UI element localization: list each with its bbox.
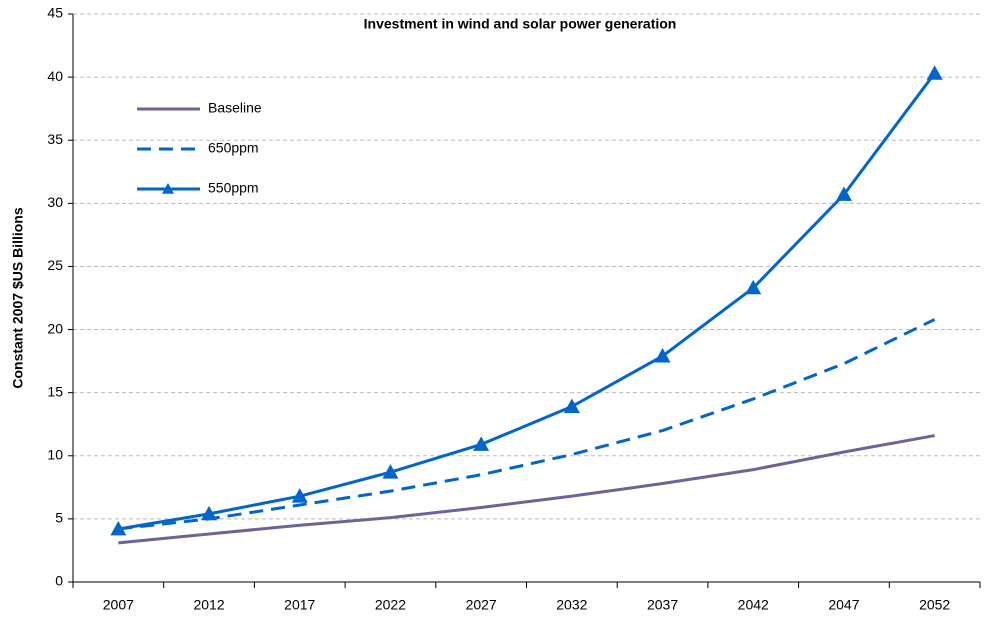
series-line (118, 318, 936, 531)
y-tick-label: 25 (47, 257, 63, 273)
marker (382, 464, 399, 479)
y-tick-label: 20 (47, 320, 63, 336)
marker (835, 186, 852, 201)
x-tick-label: 2012 (193, 597, 224, 613)
legend-label: Baseline (208, 100, 262, 116)
y-tick-label: 15 (47, 383, 63, 399)
marker (201, 505, 218, 521)
marker (926, 65, 943, 80)
y-tick-label: 30 (47, 194, 63, 210)
marker (745, 279, 762, 295)
legend-label: 550ppm (208, 180, 259, 196)
x-tick-label: 2007 (103, 597, 134, 613)
y-tick-label: 5 (55, 510, 63, 526)
x-tick-label: 2042 (738, 597, 769, 613)
y-tick-label: 35 (47, 131, 63, 147)
x-tick-label: 2022 (375, 597, 406, 613)
y-tick-label: 0 (55, 573, 63, 589)
marker (654, 348, 671, 363)
y-tick-label: 40 (47, 68, 63, 84)
x-tick-label: 2052 (919, 597, 950, 613)
x-tick-label: 2037 (647, 597, 678, 613)
marker (291, 488, 308, 503)
chart-title: Investment in wind and solar power gener… (364, 16, 677, 32)
marker (110, 520, 127, 536)
y-tick-label: 10 (47, 446, 63, 462)
y-tick-label: 45 (47, 5, 63, 21)
legend-marker (162, 183, 174, 194)
y-axis-label: Constant 2007 $US Billions (10, 207, 26, 388)
series-line (118, 434, 935, 545)
marker (473, 436, 490, 451)
series-line (118, 72, 936, 531)
x-tick-label: 2032 (556, 597, 587, 613)
x-tick-label: 2047 (828, 597, 859, 613)
marker (563, 398, 580, 413)
x-tick-label: 2027 (466, 597, 497, 613)
x-tick-label: 2017 (284, 597, 315, 613)
legend-label: 650ppm (208, 140, 259, 156)
